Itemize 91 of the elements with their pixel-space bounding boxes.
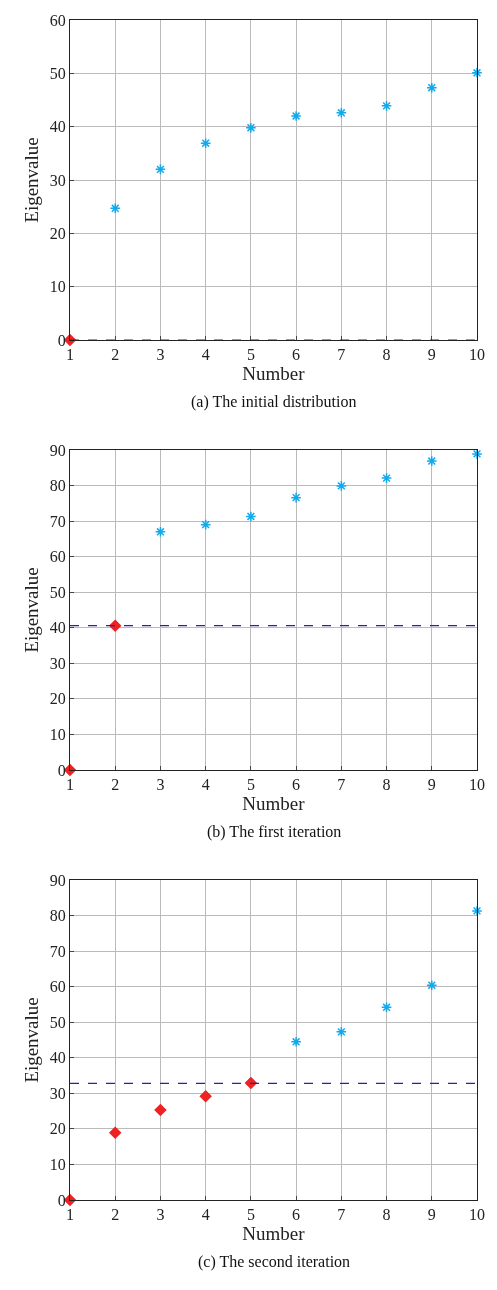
point: [335, 1026, 347, 1038]
y-tick-label: 90: [49, 871, 66, 889]
point: [471, 67, 483, 79]
y-tick-label: 10: [49, 278, 66, 296]
point: [335, 107, 347, 119]
y-tick-label: 30: [49, 1084, 66, 1102]
x-axis-title: Number: [242, 793, 306, 815]
y-axis-title: Eigenvalue: [20, 567, 42, 653]
y-tick-label: 40: [49, 619, 66, 637]
point: [426, 979, 438, 991]
x-tick-label: 5: [246, 346, 255, 364]
y-tick-label: 20: [49, 690, 66, 708]
y-tick-label: 0: [57, 1191, 66, 1209]
y-tick-label: 40: [49, 118, 66, 136]
y-tick-label: 80: [49, 477, 66, 495]
y-axis-title: Eigenvalue: [20, 997, 42, 1083]
x-axis-title: Number: [242, 1223, 306, 1245]
x-tick-label: 1: [66, 776, 74, 794]
point: [154, 163, 166, 175]
x-tick-label: 5: [246, 1206, 255, 1224]
y-tick-label: 60: [49, 548, 66, 566]
y-tick-label: 80: [49, 907, 66, 925]
x-tick-label: 9: [427, 776, 436, 794]
x-tick-label: 4: [201, 1206, 210, 1224]
y-tick-label: 40: [49, 1049, 66, 1067]
y-tick-label: 0: [57, 761, 66, 779]
point: [200, 519, 212, 531]
text: (b) The first iteration: [207, 823, 342, 841]
y-tick-label: 50: [49, 64, 66, 82]
y-tick-label: 20: [49, 224, 66, 242]
point: [471, 905, 483, 917]
x-tick-label: 2: [111, 776, 120, 794]
y-tick-label: 20: [49, 1120, 66, 1138]
x-tick-label: 7: [337, 346, 346, 364]
x-tick-label: 7: [337, 1206, 346, 1224]
x-tick-label: 3: [156, 1206, 165, 1224]
x-tick-label: 10: [469, 346, 485, 364]
x-tick-label: 3: [156, 346, 165, 364]
text: (c) The second iteration: [198, 1253, 351, 1271]
text: (a) The initial distribution: [191, 393, 357, 411]
x-tick-label: 9: [427, 346, 436, 364]
point: [290, 492, 302, 504]
x-tick-label: 1: [66, 1206, 74, 1224]
point: [290, 110, 302, 122]
point: [245, 122, 257, 134]
point: [200, 137, 212, 149]
x-tick-label: 2: [111, 346, 120, 364]
y-tick-label: 10: [49, 1156, 66, 1174]
x-tick-label: 4: [201, 346, 210, 364]
y-tick-label: 70: [49, 512, 66, 530]
x-tick-label: 10: [469, 1206, 485, 1224]
point: [381, 1001, 393, 1013]
x-tick-label: 2: [111, 1206, 120, 1224]
point: [426, 455, 438, 467]
point: [381, 472, 393, 484]
point: [335, 480, 347, 492]
y-tick-label: 90: [49, 441, 66, 459]
point: [109, 619, 122, 632]
x-tick-label: 10: [469, 776, 485, 794]
x-tick-label: 8: [382, 776, 391, 794]
point: [426, 82, 438, 94]
y-tick-label: 50: [49, 1013, 66, 1031]
y-tick-label: 60: [49, 11, 66, 29]
y-tick-label: 60: [49, 978, 66, 996]
point: [109, 202, 121, 214]
point: [199, 1090, 212, 1103]
x-tick-label: 7: [337, 776, 346, 794]
x-tick-label: 8: [382, 1206, 391, 1224]
point: [290, 1036, 302, 1048]
x-axis-title: Number: [242, 363, 306, 385]
point: [109, 1126, 122, 1139]
x-tick-label: 6: [292, 776, 301, 794]
point: [381, 100, 393, 112]
x-tick-label: 3: [156, 776, 165, 794]
x-tick-label: 1: [66, 346, 74, 364]
x-tick-label: 6: [292, 346, 301, 364]
x-tick-label: 5: [246, 776, 255, 794]
y-axis-title: Eigenvalue: [20, 137, 42, 223]
point: [154, 526, 166, 538]
point: [245, 510, 257, 523]
y-tick-label: 10: [49, 726, 66, 744]
y-tick-label: 70: [49, 942, 66, 960]
y-tick-label: 30: [49, 654, 66, 672]
x-tick-label: 8: [382, 346, 391, 364]
x-tick-label: 6: [292, 1206, 301, 1224]
x-tick-label: 4: [201, 776, 210, 794]
y-tick-label: 50: [49, 583, 66, 601]
x-tick-label: 9: [427, 1206, 436, 1224]
point: [154, 1104, 167, 1116]
y-tick-label: 30: [49, 171, 66, 189]
y-tick-label: 0: [57, 331, 66, 349]
